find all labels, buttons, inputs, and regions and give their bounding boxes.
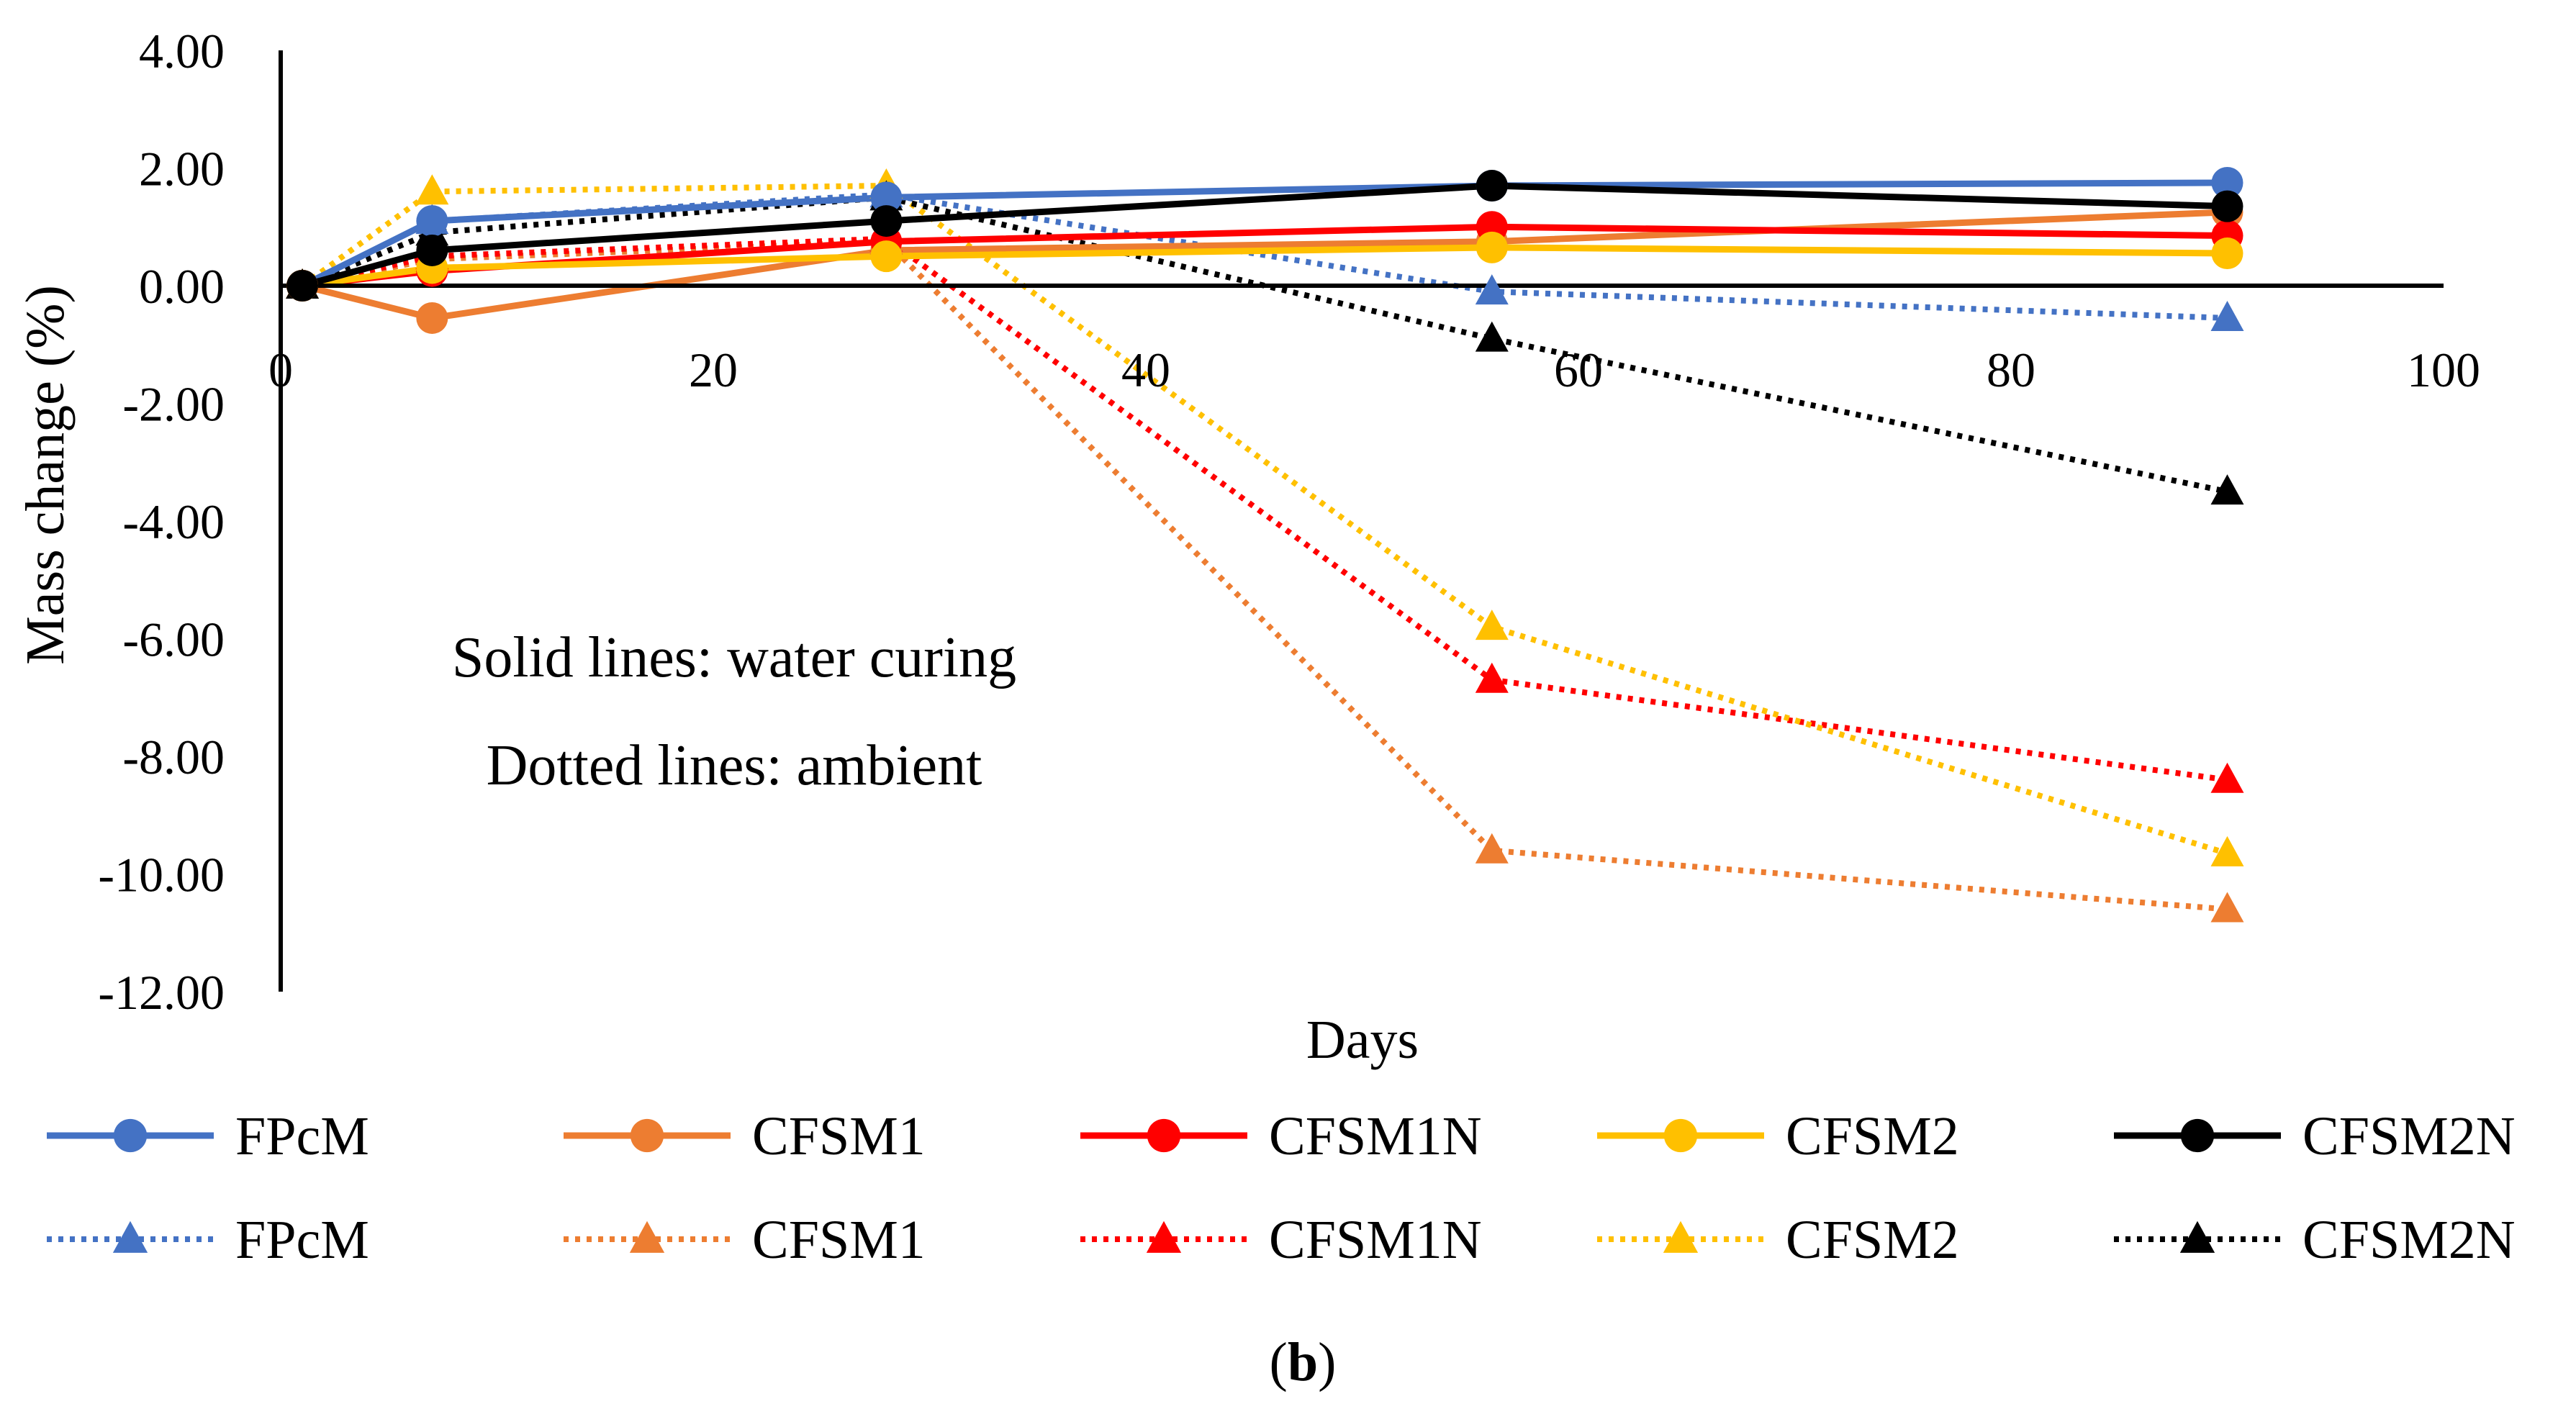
- plot-markers: [286, 166, 2244, 923]
- series-line-cfsm1n-ambient: [302, 235, 2228, 783]
- x-tick-label: 60: [1554, 343, 1603, 397]
- series-line-cfsm1-ambient: [302, 238, 2228, 912]
- legend-label: CFSM2N: [2302, 1210, 2516, 1270]
- data-point-fpcm-water: [416, 205, 448, 237]
- legend-label: CFSM1: [752, 1106, 926, 1167]
- data-point-cfsm1-ambient: [2210, 892, 2244, 923]
- data-point-cfsm2-ambient: [415, 174, 449, 205]
- legend: FPcM CFSM1 CFSM1N CFSM2 CFSM2N FPcM CFSM1 CFSM1…: [47, 1106, 2516, 1270]
- legend-item-cfsm1n-water: CFSM1N: [1080, 1106, 1482, 1167]
- panel-label-close: ): [1318, 1332, 1336, 1392]
- legend-label: CFSM2: [1786, 1210, 1959, 1270]
- data-point-fpcm-water: [870, 181, 903, 214]
- y-tick-label: 0.00: [139, 259, 225, 314]
- x-tick-label: 40: [1121, 343, 1170, 397]
- legend-swatch-marker: [2179, 1220, 2215, 1253]
- x-tick-labels: 0 20 40 60 80 100: [268, 343, 2480, 397]
- legend-item-cfsm2n-ambient: CFSM2N: [2114, 1210, 2516, 1270]
- y-tick-label: -4.00: [122, 494, 225, 549]
- legend-label: FPcM: [235, 1106, 369, 1167]
- legend-swatch-marker: [2180, 1118, 2215, 1153]
- x-tick-label: 20: [689, 343, 738, 397]
- y-tick-label: -12.00: [98, 965, 225, 1020]
- data-point-cfsm1n-ambient: [1475, 662, 1509, 693]
- x-axis-label: Days: [1306, 1010, 1419, 1070]
- legend-swatch-marker: [1663, 1118, 1698, 1153]
- x-tick-label: 0: [268, 343, 293, 397]
- panel-label: (b): [1270, 1332, 1337, 1392]
- data-point-cfsm2-water: [870, 240, 903, 273]
- legend-swatch-marker: [629, 1220, 665, 1253]
- y-tick-label: 4.00: [139, 24, 225, 78]
- y-tick-label: -6.00: [122, 612, 225, 667]
- legend-label: CFSM2: [1786, 1106, 1959, 1167]
- data-point-cfsm2n-water: [1475, 170, 1508, 202]
- data-point-cfsm2-ambient: [1475, 610, 1509, 640]
- panel-label-letter: b: [1288, 1332, 1318, 1392]
- data-point-cfsm2n-water: [2211, 190, 2243, 222]
- x-tick-label: 80: [1987, 343, 2035, 397]
- legend-item-cfsm2-water: CFSM2: [1597, 1106, 1959, 1167]
- y-tick-label: -10.00: [98, 848, 225, 902]
- legend-label: CFSM1: [752, 1210, 926, 1270]
- data-point-cfsm2n-ambient: [1475, 321, 1509, 352]
- data-point-cfsm1-water: [416, 302, 448, 334]
- legend-label: CFSM2N: [2302, 1106, 2516, 1167]
- data-point-fpcm-ambient: [2210, 300, 2244, 331]
- data-point-fpcm-ambient: [1475, 274, 1509, 305]
- data-point-cfsm2n-water: [416, 234, 448, 266]
- data-point-fpcm-water: [2211, 166, 2243, 199]
- legend-swatch-marker: [1146, 1220, 1182, 1253]
- data-point-cfsm1n-ambient: [2210, 762, 2244, 793]
- legend-label: CFSM1N: [1269, 1106, 1482, 1167]
- y-axis-label: Mass change (%): [15, 285, 76, 665]
- y-tick-labels: 4.00 2.00 0.00 -2.00 -4.00 -6.00 -8.00 -10.00 -1…: [98, 24, 225, 1020]
- y-tick-label: -8.00: [122, 730, 225, 784]
- plot-lines: [300, 179, 2228, 912]
- legend-item-cfsm1n-ambient: CFSM1N: [1080, 1210, 1482, 1270]
- annotation-ambient: Dotted lines: ambient: [487, 734, 982, 797]
- legend-swatch-marker: [113, 1118, 148, 1153]
- data-point-cfsm2-ambient: [2210, 835, 2244, 866]
- data-point-cfsm2n-ambient: [2210, 474, 2244, 505]
- legend-item-cfsm2-ambient: CFSM2: [1597, 1210, 1959, 1270]
- annotation-water-curing: Solid lines: water curing: [452, 626, 1016, 689]
- legend-swatch-marker: [630, 1118, 664, 1153]
- legend-swatch-marker: [1147, 1118, 1181, 1153]
- series-line-cfsm2n-ambient: [301, 194, 2228, 495]
- legend-item-fpcm-ambient: FPcM: [47, 1210, 369, 1270]
- legend-item-cfsm2n-water: CFSM2N: [2114, 1106, 2516, 1167]
- x-tick-label: 100: [2407, 343, 2480, 397]
- axes: [279, 50, 2444, 992]
- legend-label: FPcM: [235, 1210, 369, 1270]
- y-tick-label: 2.00: [139, 142, 225, 196]
- series-line-cfsm2n-water: [301, 182, 2228, 289]
- data-point-cfsm2-water: [1475, 231, 1508, 263]
- legend-label: CFSM1N: [1269, 1210, 1482, 1270]
- legend-item-cfsm1-ambient: CFSM1: [564, 1210, 926, 1270]
- data-point-cfsm2n-water: [870, 205, 903, 237]
- data-point-cfsm2n-water: [286, 270, 319, 302]
- data-point-cfsm2-water: [2211, 237, 2243, 270]
- legend-item-cfsm1-water: CFSM1: [564, 1106, 926, 1167]
- legend-swatch-marker: [112, 1220, 148, 1253]
- legend-swatch-marker: [1663, 1220, 1699, 1253]
- y-tick-label: -2.00: [122, 377, 225, 432]
- data-point-cfsm1-ambient: [1475, 833, 1509, 864]
- legend-item-fpcm-water: FPcM: [47, 1106, 369, 1167]
- panel-label-open: (: [1270, 1332, 1288, 1392]
